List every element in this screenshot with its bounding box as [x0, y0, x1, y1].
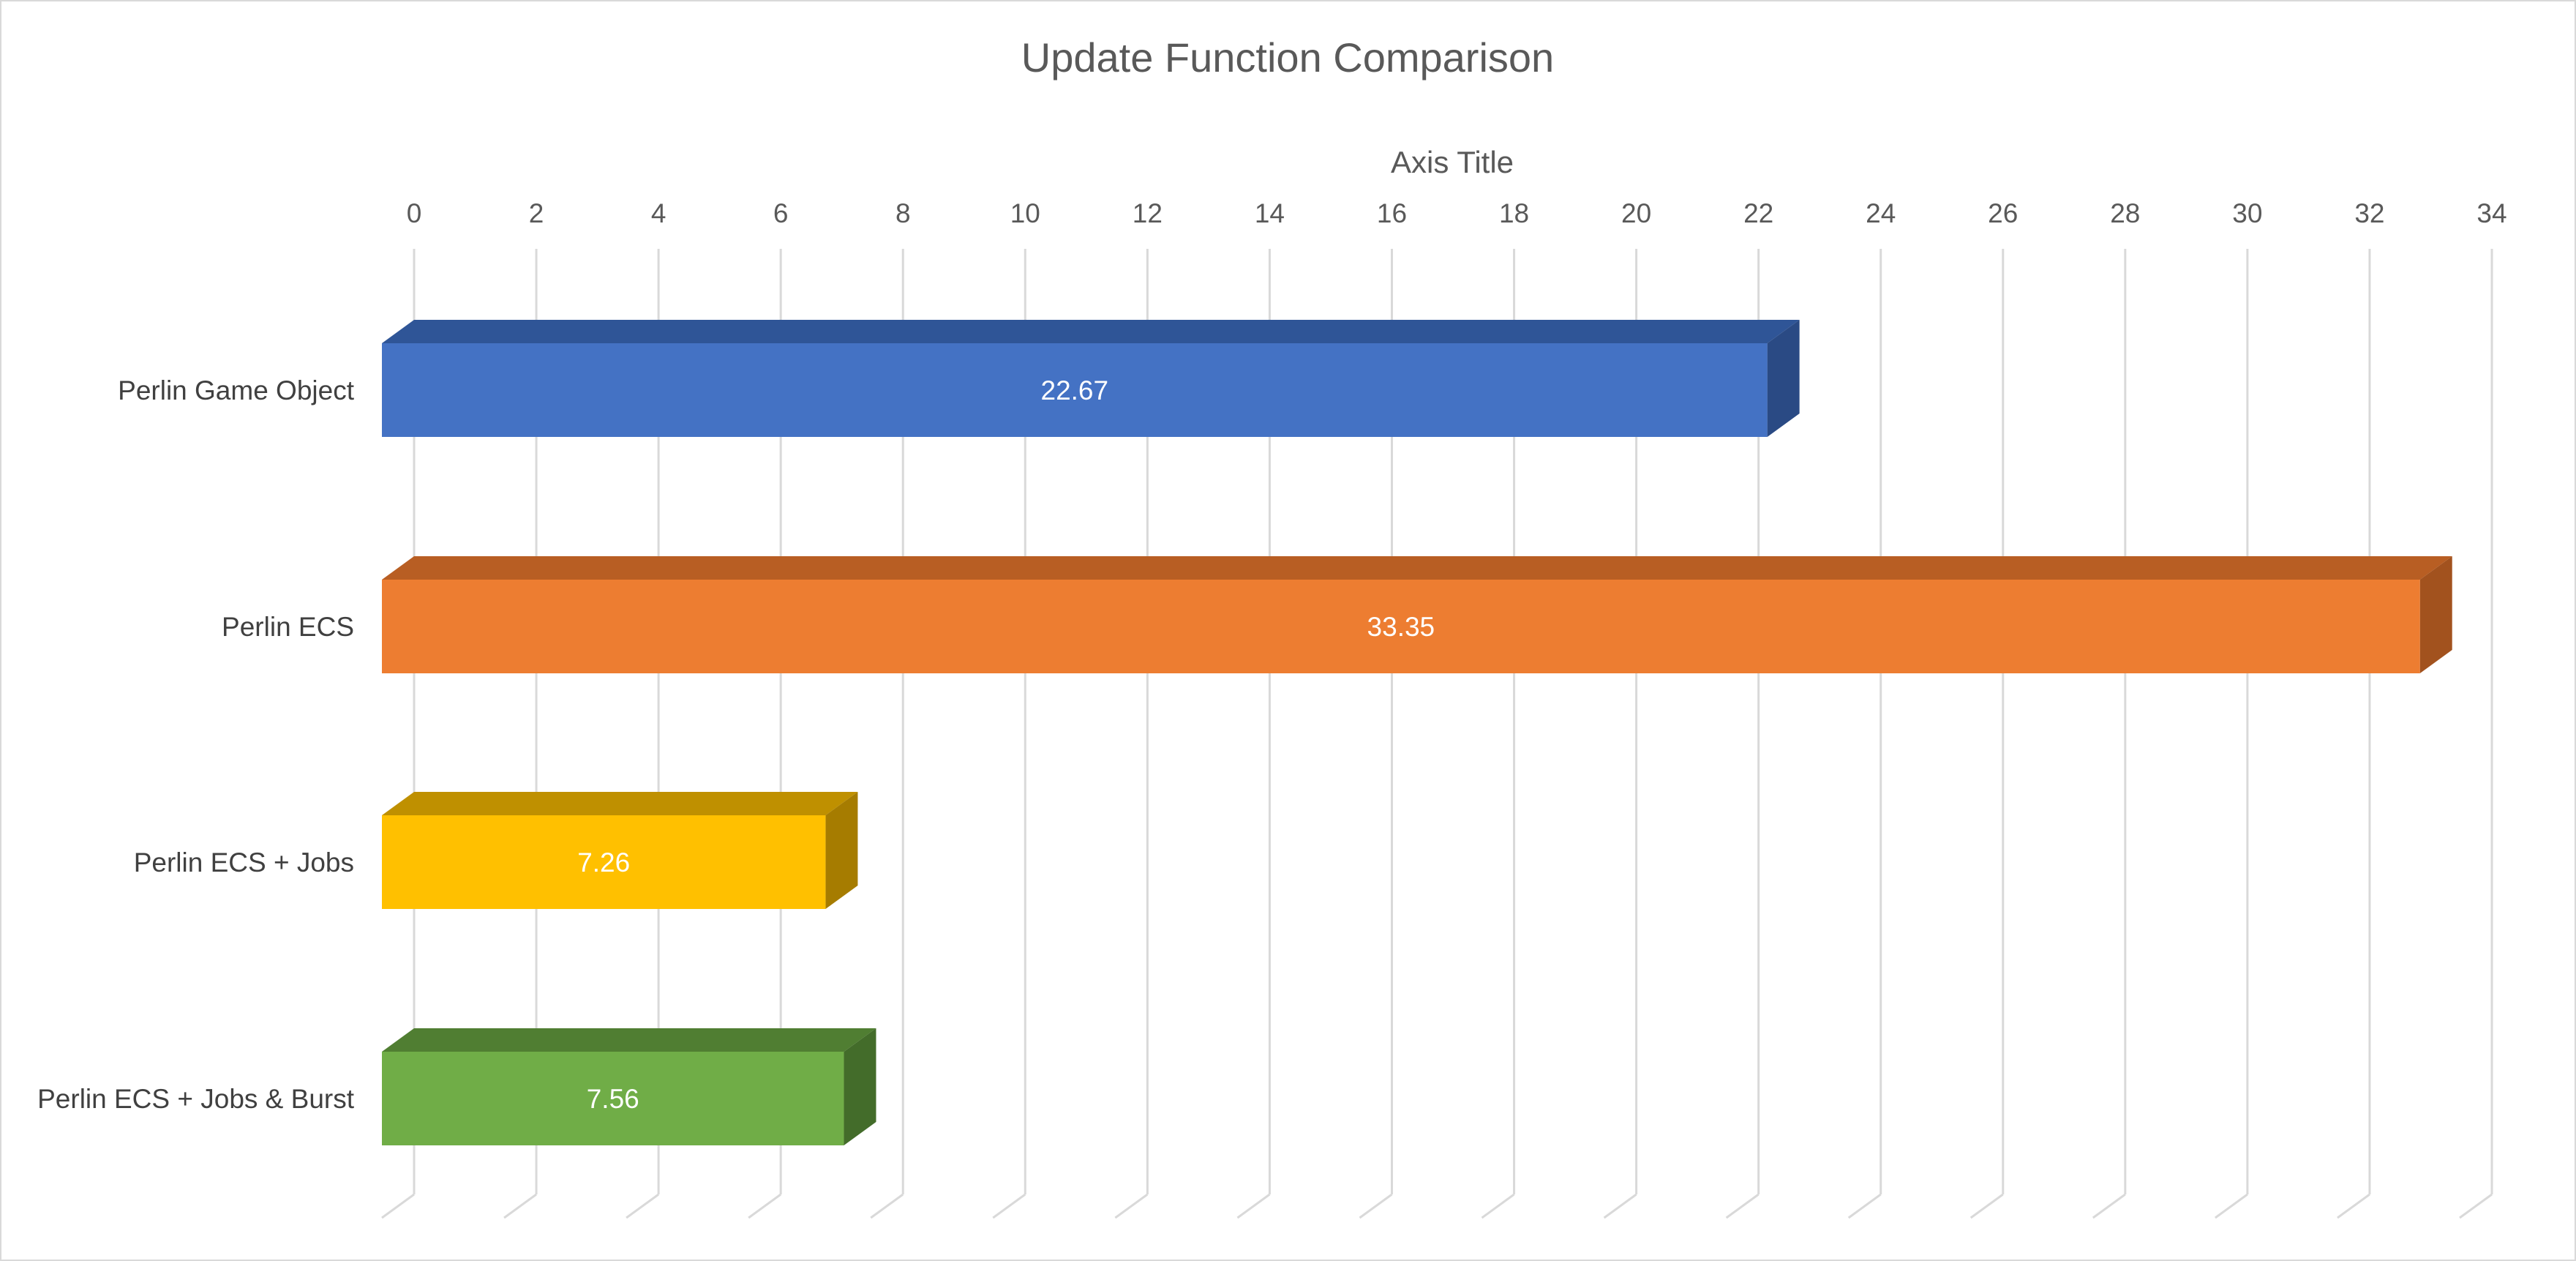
gridline-floor	[2337, 1193, 2370, 1219]
x-tick-label: 20	[1621, 198, 1651, 228]
bar	[382, 556, 2452, 673]
gridline-floor	[1969, 1193, 2004, 1219]
x-tick-label: 14	[1255, 198, 1285, 228]
gridline-floor	[870, 1193, 904, 1219]
x-tick-label: 30	[2232, 198, 2262, 228]
gridline-floor	[992, 1193, 1026, 1219]
gridline-floor	[2215, 1193, 2248, 1219]
bar-top-face	[382, 556, 2452, 580]
gridline-floor	[626, 1193, 659, 1219]
x-tick-label: 28	[2110, 198, 2140, 228]
gridline-floor	[381, 1193, 415, 1219]
gridline-floor	[1725, 1193, 1760, 1219]
x-axis-title: Axis Title	[1391, 145, 1514, 179]
gridline-floor	[1481, 1193, 1515, 1219]
data-label: 7.56	[587, 1084, 639, 1114]
bar-top-face	[382, 1028, 876, 1052]
gridline-floor	[2092, 1193, 2126, 1219]
gridline-floor	[1236, 1193, 1271, 1219]
data-label: 7.26	[577, 847, 630, 878]
x-tick-label: 4	[651, 198, 666, 228]
category-label: Perlin Game Object	[118, 375, 355, 405]
gridline-floor	[503, 1193, 537, 1219]
bar-front-face	[382, 343, 1768, 437]
bar-top-face	[382, 320, 1800, 343]
x-tick-label: 24	[1866, 198, 1896, 228]
bar-side-face	[844, 1028, 876, 1145]
gridline-floor	[1114, 1193, 1149, 1219]
x-tick-label: 10	[1010, 198, 1040, 228]
x-tick-label: 16	[1377, 198, 1407, 228]
x-tick-label: 32	[2354, 198, 2384, 228]
x-axis-ticks: 0 2 4 6 8 10 12 14 16 18 20 22 24 26 28 30 32 34	[407, 198, 2507, 228]
data-labels: 22.67 33.35 7.26 7.56	[577, 375, 1435, 1114]
x-tick-label: 6	[773, 198, 789, 228]
x-tick-label: 18	[1499, 198, 1529, 228]
data-label: 22.67	[1041, 375, 1109, 405]
bar-top-face	[382, 792, 858, 815]
bars	[382, 320, 2452, 1145]
bar-side-face	[825, 792, 858, 909]
bar	[382, 792, 858, 909]
data-label: 33.35	[1367, 612, 1435, 642]
category-labels: Perlin Game Object Perlin ECS Perlin ECS +…	[37, 375, 355, 1114]
bar	[382, 320, 1800, 437]
gridline-floor	[2459, 1193, 2493, 1219]
x-tick-label: 8	[895, 198, 911, 228]
bar-front-face	[382, 1052, 844, 1145]
bar	[382, 1028, 876, 1145]
bar-front-face	[382, 815, 826, 909]
bar-front-face	[382, 580, 2420, 673]
x-tick-label: 34	[2477, 198, 2506, 228]
gridline-floor	[1359, 1193, 1393, 1219]
bar-side-face	[1767, 320, 1800, 437]
category-label: Perlin ECS + Jobs	[134, 847, 354, 878]
gridline-floor	[1847, 1193, 1882, 1219]
x-tick-label: 26	[1988, 198, 2018, 228]
chart-title: Update Function Comparison	[1021, 34, 1554, 81]
x-tick-label: 12	[1133, 198, 1163, 228]
x-tick-label: 2	[529, 198, 544, 228]
x-tick-label: 0	[407, 198, 422, 228]
gridline-floor	[1603, 1193, 1637, 1219]
bar-side-face	[2419, 556, 2452, 673]
category-label: Perlin ECS + Jobs & Burst	[37, 1084, 355, 1114]
gridline-floor	[748, 1193, 782, 1219]
category-label: Perlin ECS	[222, 612, 354, 642]
x-tick-label: 22	[1743, 198, 1773, 228]
